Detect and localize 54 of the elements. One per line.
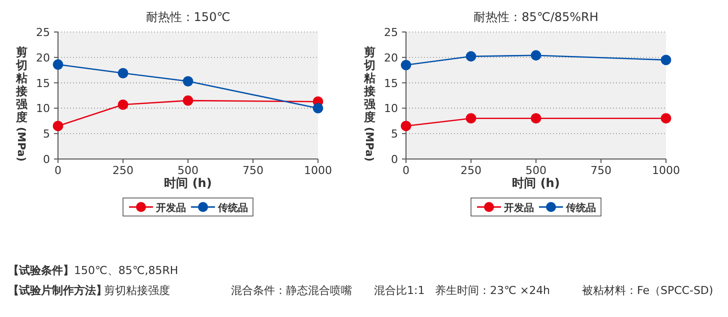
- text: 【试验条件】: [8, 264, 74, 277]
- text: 混合条件：静态混合喷嘴: [231, 284, 352, 297]
- point: [52, 59, 64, 70]
- y-axis-title: 剪切粘接强度 (MPa): [15, 45, 29, 162]
- x-tick-label: 1000: [652, 164, 680, 177]
- x-axis-title: 时间 (h): [512, 176, 560, 190]
- point: [400, 60, 412, 70]
- text: 混合比1:1: [374, 284, 425, 297]
- y-tick-label: 25: [384, 26, 398, 39]
- x-tick-label: 250: [112, 164, 134, 177]
- y-tick-label: 0: [43, 153, 50, 166]
- text: 剪切粘接强度: [104, 284, 170, 297]
- point: [660, 113, 672, 124]
- text: 被粘材料：Fe（SPCC-SD): [582, 284, 714, 297]
- y-tick-label: 0: [391, 153, 398, 166]
- x-tick-label: 500: [526, 164, 546, 177]
- x-tick-label: 1000: [304, 164, 332, 177]
- y-tick-label: 10: [384, 102, 398, 116]
- chart-title: 耐热性：85℃/85%RH: [474, 10, 598, 24]
- y-tick-label: 5: [391, 128, 398, 141]
- point: [52, 120, 64, 132]
- x-tick-label: 0: [402, 164, 410, 177]
- legend-label: 传统品: [565, 202, 596, 214]
- y-tick-label: 25: [36, 26, 50, 39]
- y-tick-label: 5: [43, 128, 50, 141]
- text: 150℃、85℃,85RH: [74, 264, 178, 277]
- x-tick-label: 750: [590, 164, 612, 177]
- chart-title: 耐热性：150℃: [146, 10, 230, 24]
- point: [660, 54, 672, 66]
- point: [182, 95, 194, 106]
- y-tick-label: 20: [36, 51, 50, 64]
- y-tick-label: 20: [384, 51, 398, 64]
- point: [312, 103, 324, 114]
- point: [530, 113, 542, 124]
- y-axis-title: 剪切粘接强度 (MPa): [363, 45, 377, 162]
- point: [182, 76, 194, 86]
- x-tick-label: 750: [242, 164, 264, 177]
- x-tick-label: 250: [460, 164, 482, 177]
- point: [400, 120, 412, 132]
- y-tick-label: 15: [384, 76, 398, 90]
- point: [118, 68, 128, 78]
- point: [466, 51, 476, 62]
- point: [530, 50, 542, 61]
- y-tick-label: 10: [36, 102, 50, 116]
- x-tick-label: 0: [54, 164, 62, 177]
- legend-label: 开发品: [503, 202, 534, 214]
- y-tick-label: 15: [36, 76, 50, 90]
- legend-label: 开发品: [155, 202, 186, 214]
- text: 养生时间：23℃ ×24h: [435, 284, 550, 297]
- point: [118, 99, 128, 110]
- x-axis-title: 时间 (h): [164, 176, 212, 190]
- legend-label: 传统品: [217, 202, 248, 214]
- x-tick-label: 500: [178, 164, 198, 177]
- point: [466, 113, 476, 124]
